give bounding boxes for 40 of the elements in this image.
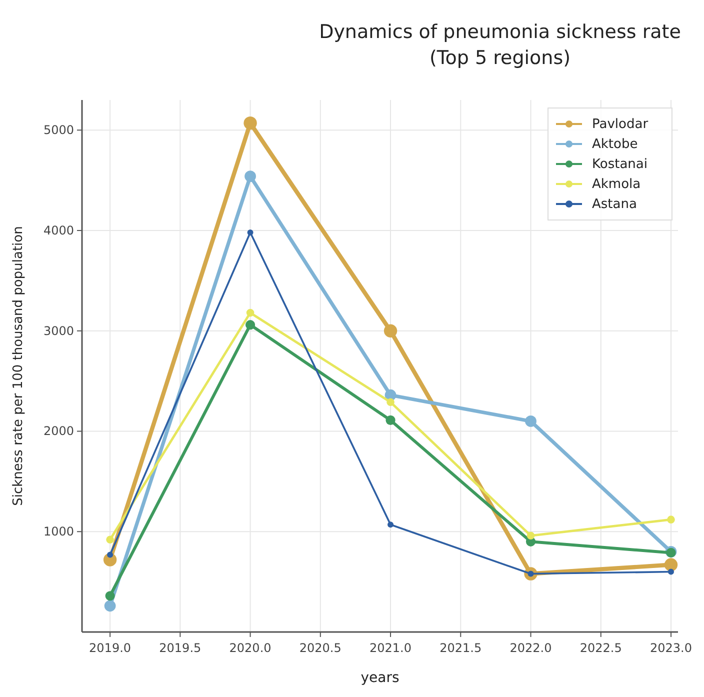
point [667, 516, 675, 524]
y-tick-label: 5000 [43, 123, 74, 138]
x-tick-label: 2020.5 [299, 641, 342, 655]
point [245, 320, 256, 330]
x-tick-label: 2022.0 [510, 641, 552, 655]
legend-label: Kostanai [592, 157, 648, 172]
x-tick-label: 2019.0 [89, 641, 132, 655]
point [388, 522, 394, 528]
y-axis-title: Sickness rate per 100 thousand population [11, 226, 26, 506]
point [107, 552, 114, 558]
legend-label: Pavlodar [592, 117, 649, 132]
legend-label: Aktobe [592, 137, 638, 152]
x-tick-label: 2022.5 [580, 641, 622, 655]
legend-label: Akmola [592, 177, 641, 192]
x-tick-label: 2021.5 [440, 641, 482, 655]
y-tick-label: 4000 [43, 223, 74, 238]
y-tick-label: 2000 [43, 424, 74, 438]
legend-label: Astana [592, 197, 637, 212]
point [664, 558, 678, 572]
x-axis-title: years [360, 670, 400, 686]
chart-title: Dynamics of pneumonia sickness rate (Top 5 regions) [319, 21, 681, 69]
y-tick-label: 1000 [43, 524, 74, 539]
point [244, 170, 256, 182]
point [246, 308, 254, 317]
x-tick-label: 2019.5 [159, 641, 202, 655]
x-tick-label: 2023.0 [650, 641, 692, 655]
point [247, 230, 254, 236]
point [525, 416, 536, 427]
point [526, 532, 535, 540]
point [244, 116, 257, 130]
point [104, 600, 116, 612]
x-tick-label: 2021.0 [370, 641, 412, 655]
point [106, 536, 114, 544]
point [105, 591, 115, 601]
x-tick-label: 2020.0 [229, 641, 272, 655]
y-tick-label: 3000 [43, 324, 74, 338]
point [384, 324, 398, 338]
point [386, 398, 394, 406]
point [668, 568, 674, 575]
point [386, 415, 396, 426]
